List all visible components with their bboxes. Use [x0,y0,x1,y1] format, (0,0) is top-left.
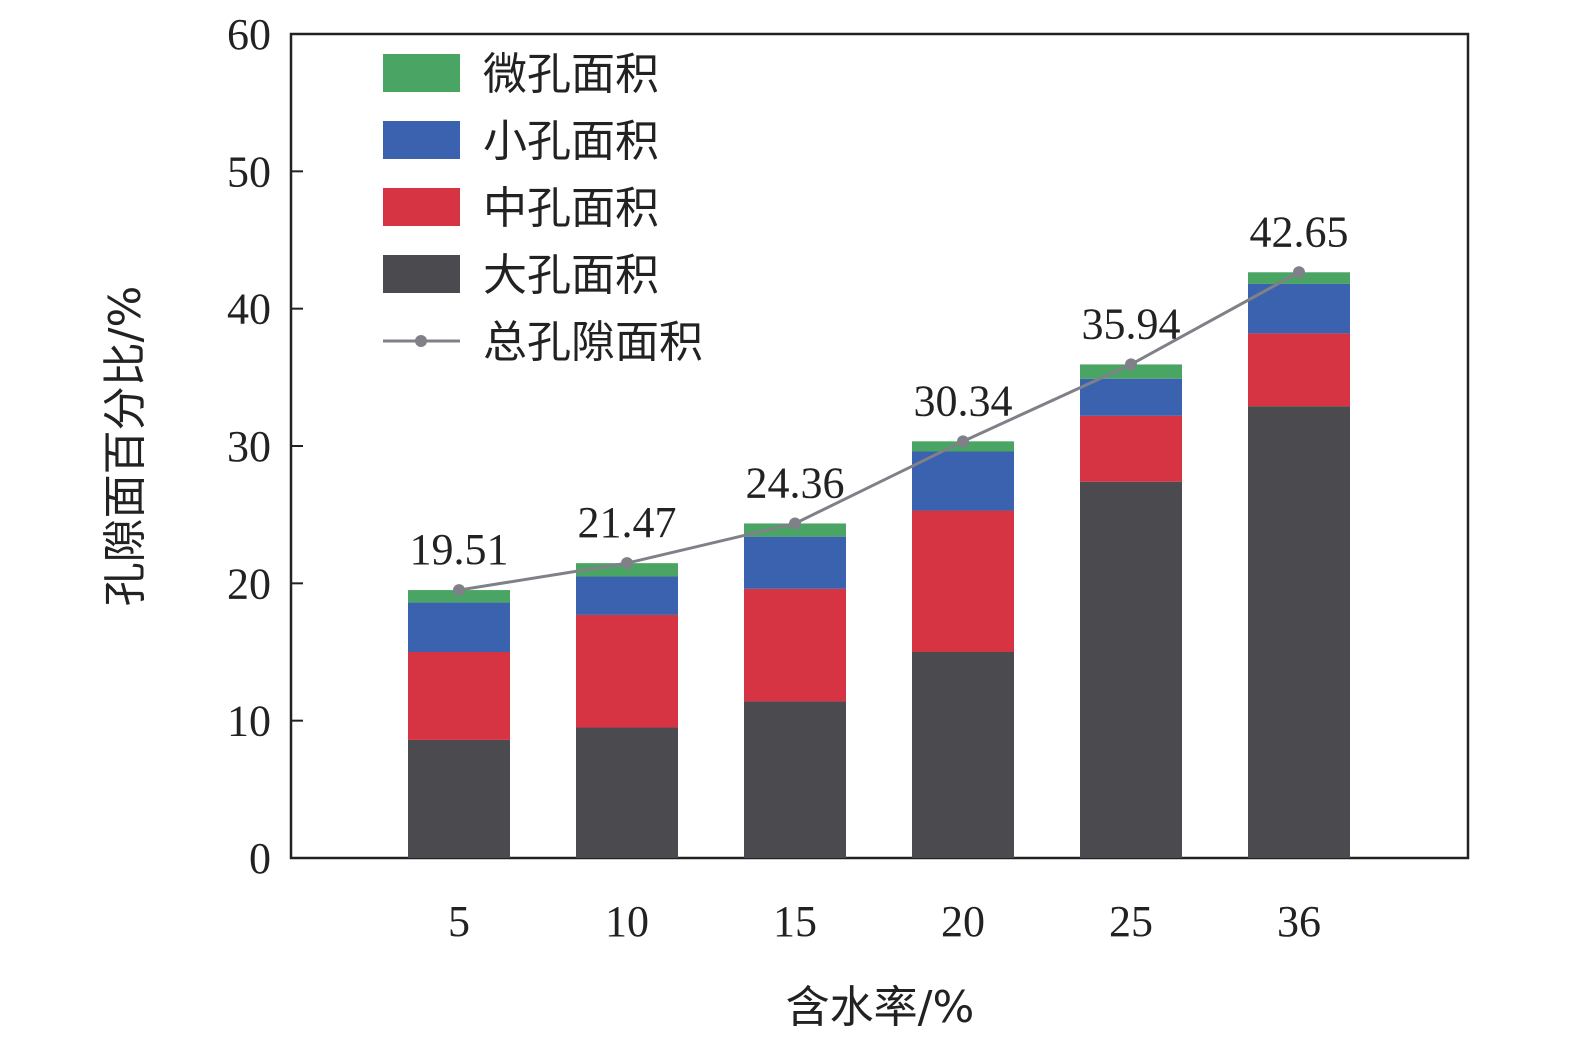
total-line-layer: 19.51 21.47 24.36 30.34 35.94 42.65 [410,207,1349,597]
y-tick-label: 60 [227,10,271,59]
bars-layer [408,272,1350,858]
legend-label: 中孔面积 [483,183,659,234]
x-tick-label: 20 [941,897,985,946]
x-tick-label: 36 [1277,897,1321,946]
x-axis: 5 10 15 20 25 36 [448,897,1321,946]
bar-segment [408,652,510,740]
bar-segment [1248,333,1350,407]
total-line-point [621,557,633,570]
legend-swatch [383,188,460,226]
bar-segment [912,451,1014,511]
total-data-label: 19.51 [410,525,509,574]
legend-label: 总孔隙面积 [483,317,703,368]
bar-segment [744,536,846,589]
bar-segment [1080,481,1182,858]
total-line-point [957,435,969,448]
total-data-label: 42.65 [1250,207,1349,256]
bar-segment [1080,415,1182,482]
total-data-label: 21.47 [578,498,677,547]
legend-label: 大孔面积 [483,250,659,301]
legend-swatch [383,54,460,92]
bar-segment [576,727,678,858]
x-tick-label: 25 [1109,897,1153,946]
y-axis: 0 10 20 30 40 50 60 [227,10,303,883]
bar-segment [744,588,846,702]
bar-segment [744,523,846,537]
bar-segment [744,701,846,858]
bar-segment [408,739,510,858]
total-line-point [789,517,801,530]
legend-swatch [383,255,460,293]
y-tick-label: 30 [227,422,271,471]
legend-line-marker [415,335,427,347]
x-tick-label: 5 [448,897,470,946]
bar-segment [912,652,1014,858]
x-tick-label: 15 [773,897,817,946]
x-tick-label: 10 [605,897,649,946]
legend-swatch [383,121,460,159]
legend-label: 小孔面积 [483,116,659,167]
total-line [458,270,1300,592]
total-data-label: 35.94 [1082,299,1181,348]
y-tick-label: 0 [249,834,271,883]
y-axis-title: 孔隙面百分比/% [100,286,151,607]
bar-segment [1080,378,1182,416]
bar-segment [1248,406,1350,858]
legend-label: 微孔面积 [483,49,659,100]
y-tick-label: 20 [227,559,271,608]
total-data-label: 24.36 [746,458,845,507]
total-line-point [1293,266,1305,279]
bar-segment [576,614,678,728]
y-tick-label: 40 [227,285,271,334]
total-data-label: 30.34 [914,376,1013,425]
x-axis-title: 含水率/% [786,982,975,1033]
bar-segment [408,590,510,603]
y-tick-label: 10 [227,697,271,746]
y-tick-label: 50 [227,147,271,196]
total-line-point [453,584,465,597]
bar-segment [912,510,1014,652]
bar-segment [408,602,510,652]
bar-segment [576,576,678,615]
total-line-point [1125,358,1137,371]
